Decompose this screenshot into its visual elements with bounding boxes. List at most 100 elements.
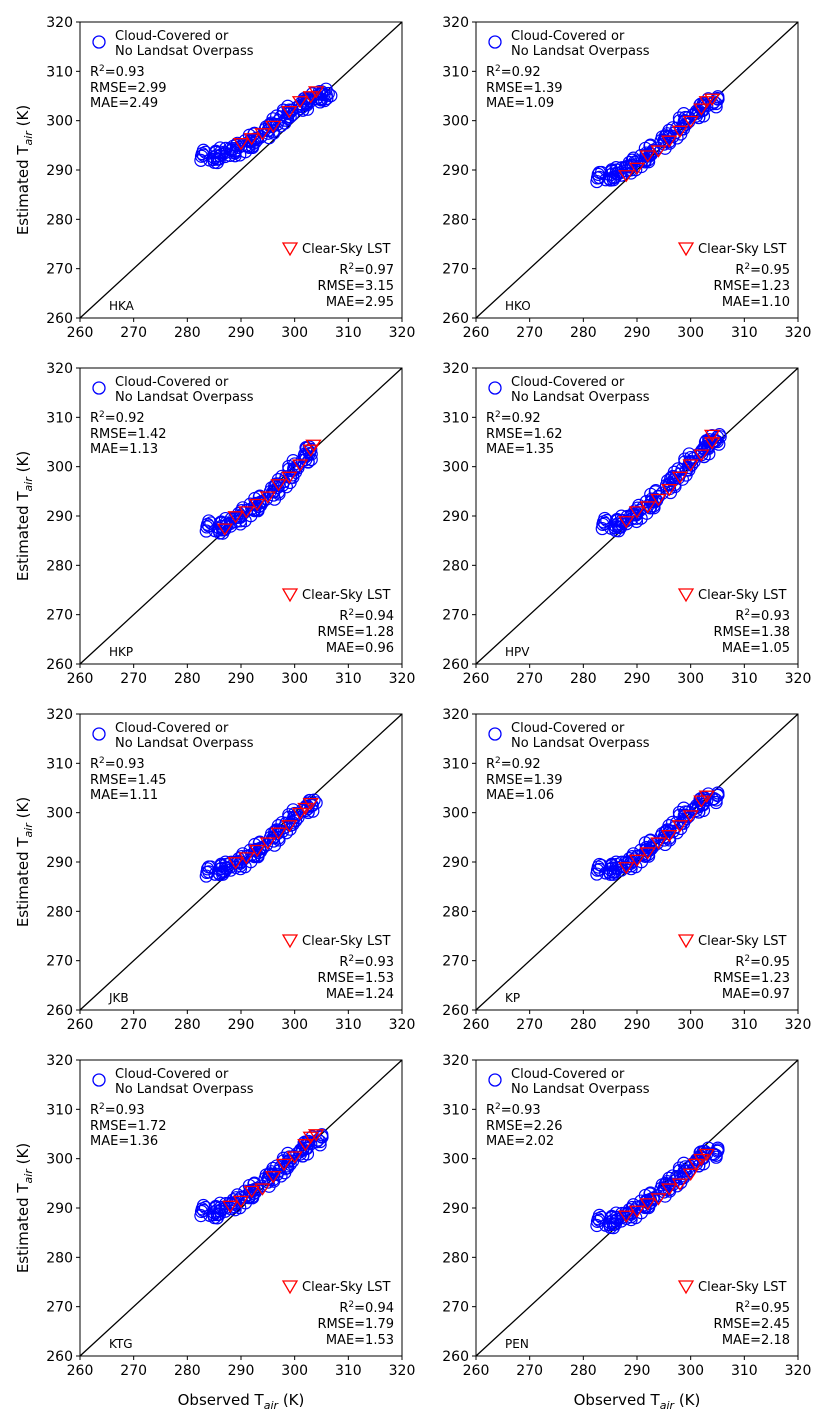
x-tick-label: 320	[785, 671, 812, 687]
x-axis-label-unit: (K)	[278, 1391, 304, 1409]
clear-sky-point	[660, 830, 678, 843]
clear-sky-point	[682, 459, 699, 472]
markers	[590, 1141, 725, 1235]
cloud-legend-marker	[92, 381, 106, 395]
x-tick-label: 280	[174, 1363, 201, 1379]
markers	[590, 786, 725, 881]
y-tick-label: 270	[46, 1300, 73, 1316]
clear-sky-point	[232, 138, 250, 151]
station-label: PEN	[505, 1337, 529, 1351]
clear-rmse: RMSE=1.38	[713, 625, 790, 640]
x-tick-label: 290	[228, 1017, 255, 1033]
x-tick-label: 260	[463, 325, 490, 341]
y-tick-label: 290	[46, 509, 73, 525]
r2-letter: R	[90, 411, 99, 426]
clear-legend-marker	[677, 1280, 695, 1295]
x-tick-label: 310	[731, 1017, 758, 1033]
y-tick-label: 310	[442, 410, 469, 426]
cloud-point	[662, 477, 676, 491]
y-tick-label: 320	[46, 361, 73, 377]
clear-sky-point	[693, 103, 710, 116]
x-tick-label: 270	[516, 325, 543, 341]
clear-sky-point	[259, 837, 277, 850]
clear-sky-point	[297, 1139, 314, 1152]
r2-superscript: 2	[744, 262, 750, 272]
clear-sky-point	[281, 471, 298, 485]
y-tick-label: 270	[46, 954, 73, 970]
cloud-point	[293, 1144, 307, 1158]
cloud-point	[592, 1213, 607, 1227]
clear-sky-point	[698, 1148, 715, 1162]
clear-legend-label: Clear-Sky LST	[698, 1280, 786, 1295]
x-tick-label: 290	[228, 325, 255, 341]
x-tick-label: 290	[624, 1363, 651, 1379]
r2-value: =0.93	[501, 1103, 541, 1118]
y-tick-label: 310	[46, 756, 73, 772]
x-axis-label: Observed Tair (K)	[178, 1391, 305, 1412]
y-tick-label: 290	[442, 163, 469, 179]
cloud-legend-label-1: Cloud-Covered or	[511, 29, 625, 44]
x-tick-label: 290	[228, 1363, 255, 1379]
y-axis-label-unit: (K)	[14, 797, 32, 823]
cloud-legend-label-1: Cloud-Covered or	[115, 375, 229, 390]
cloud-legend-label-2: No Landsat Overpass	[115, 390, 254, 405]
clear-r2: R2=0.93	[735, 608, 790, 624]
y-tick-label: 260	[442, 1003, 469, 1019]
y-tick-label: 260	[46, 311, 73, 327]
cloud-point	[229, 143, 243, 157]
y-tick-label: 280	[442, 212, 469, 228]
cloud-point	[304, 1137, 318, 1151]
y-tick-label: 300	[442, 806, 469, 822]
clear-mae: MAE=2.18	[722, 1333, 790, 1348]
cloud-point	[196, 148, 211, 162]
y-tick-label: 260	[46, 1349, 73, 1365]
r2-letter: R	[486, 1103, 495, 1118]
y-axis-label-main: Estimated T	[14, 1183, 32, 1274]
x-tick-label: 280	[570, 1017, 597, 1033]
clear-legend-marker	[677, 588, 695, 603]
cloud-r2: R2=0.92	[486, 64, 541, 80]
clear-r2: R2=0.95	[735, 1300, 790, 1316]
cloud-point	[710, 91, 725, 106]
x-tick-label: 300	[281, 325, 308, 341]
x-tick-label: 260	[463, 1017, 490, 1033]
y-axis-label-sub: air	[22, 476, 35, 492]
clear-sky-point	[660, 1183, 678, 1196]
r2-letter: R	[339, 263, 348, 278]
y-tick-label: 260	[442, 311, 469, 327]
y-tick-label: 290	[46, 855, 73, 871]
cloud-legend-label-2: No Landsat Overpass	[511, 736, 650, 751]
clear-sky-point	[703, 437, 721, 450]
cloud-point	[239, 138, 253, 152]
cloud-legend-label-1: Cloud-Covered or	[511, 1067, 625, 1082]
cloud-point	[231, 1193, 245, 1207]
x-tick-label: 320	[785, 1363, 812, 1379]
cloud-legend-marker	[488, 35, 502, 49]
r2-superscript: 2	[99, 64, 105, 74]
x-tick-label: 300	[677, 1017, 704, 1033]
clear-sky-point	[660, 135, 678, 148]
r2-superscript: 2	[99, 756, 105, 766]
x-tick-label: 260	[67, 325, 94, 341]
clear-legend-label: Clear-Sky LST	[302, 934, 390, 949]
cloud-point	[324, 89, 338, 103]
x-tick-label: 290	[624, 325, 651, 341]
clear-legend-marker	[281, 242, 299, 257]
y-axis-label-main: Estimated T	[14, 837, 32, 928]
clear-legend-label: Clear-Sky LST	[302, 1280, 390, 1295]
clear-legend-marker	[281, 934, 299, 949]
cloud-r2: R2=0.92	[90, 410, 145, 426]
clear-sky-point	[264, 1171, 282, 1184]
x-tick-label: 260	[67, 1017, 94, 1033]
y-tick-label: 310	[442, 756, 469, 772]
cloud-point	[309, 796, 323, 810]
clear-sky-point	[254, 128, 271, 141]
cloud-point	[271, 1164, 286, 1178]
x-tick-label: 300	[281, 1363, 308, 1379]
cloud-point	[271, 114, 286, 128]
cloud-legend-marker	[92, 727, 106, 741]
